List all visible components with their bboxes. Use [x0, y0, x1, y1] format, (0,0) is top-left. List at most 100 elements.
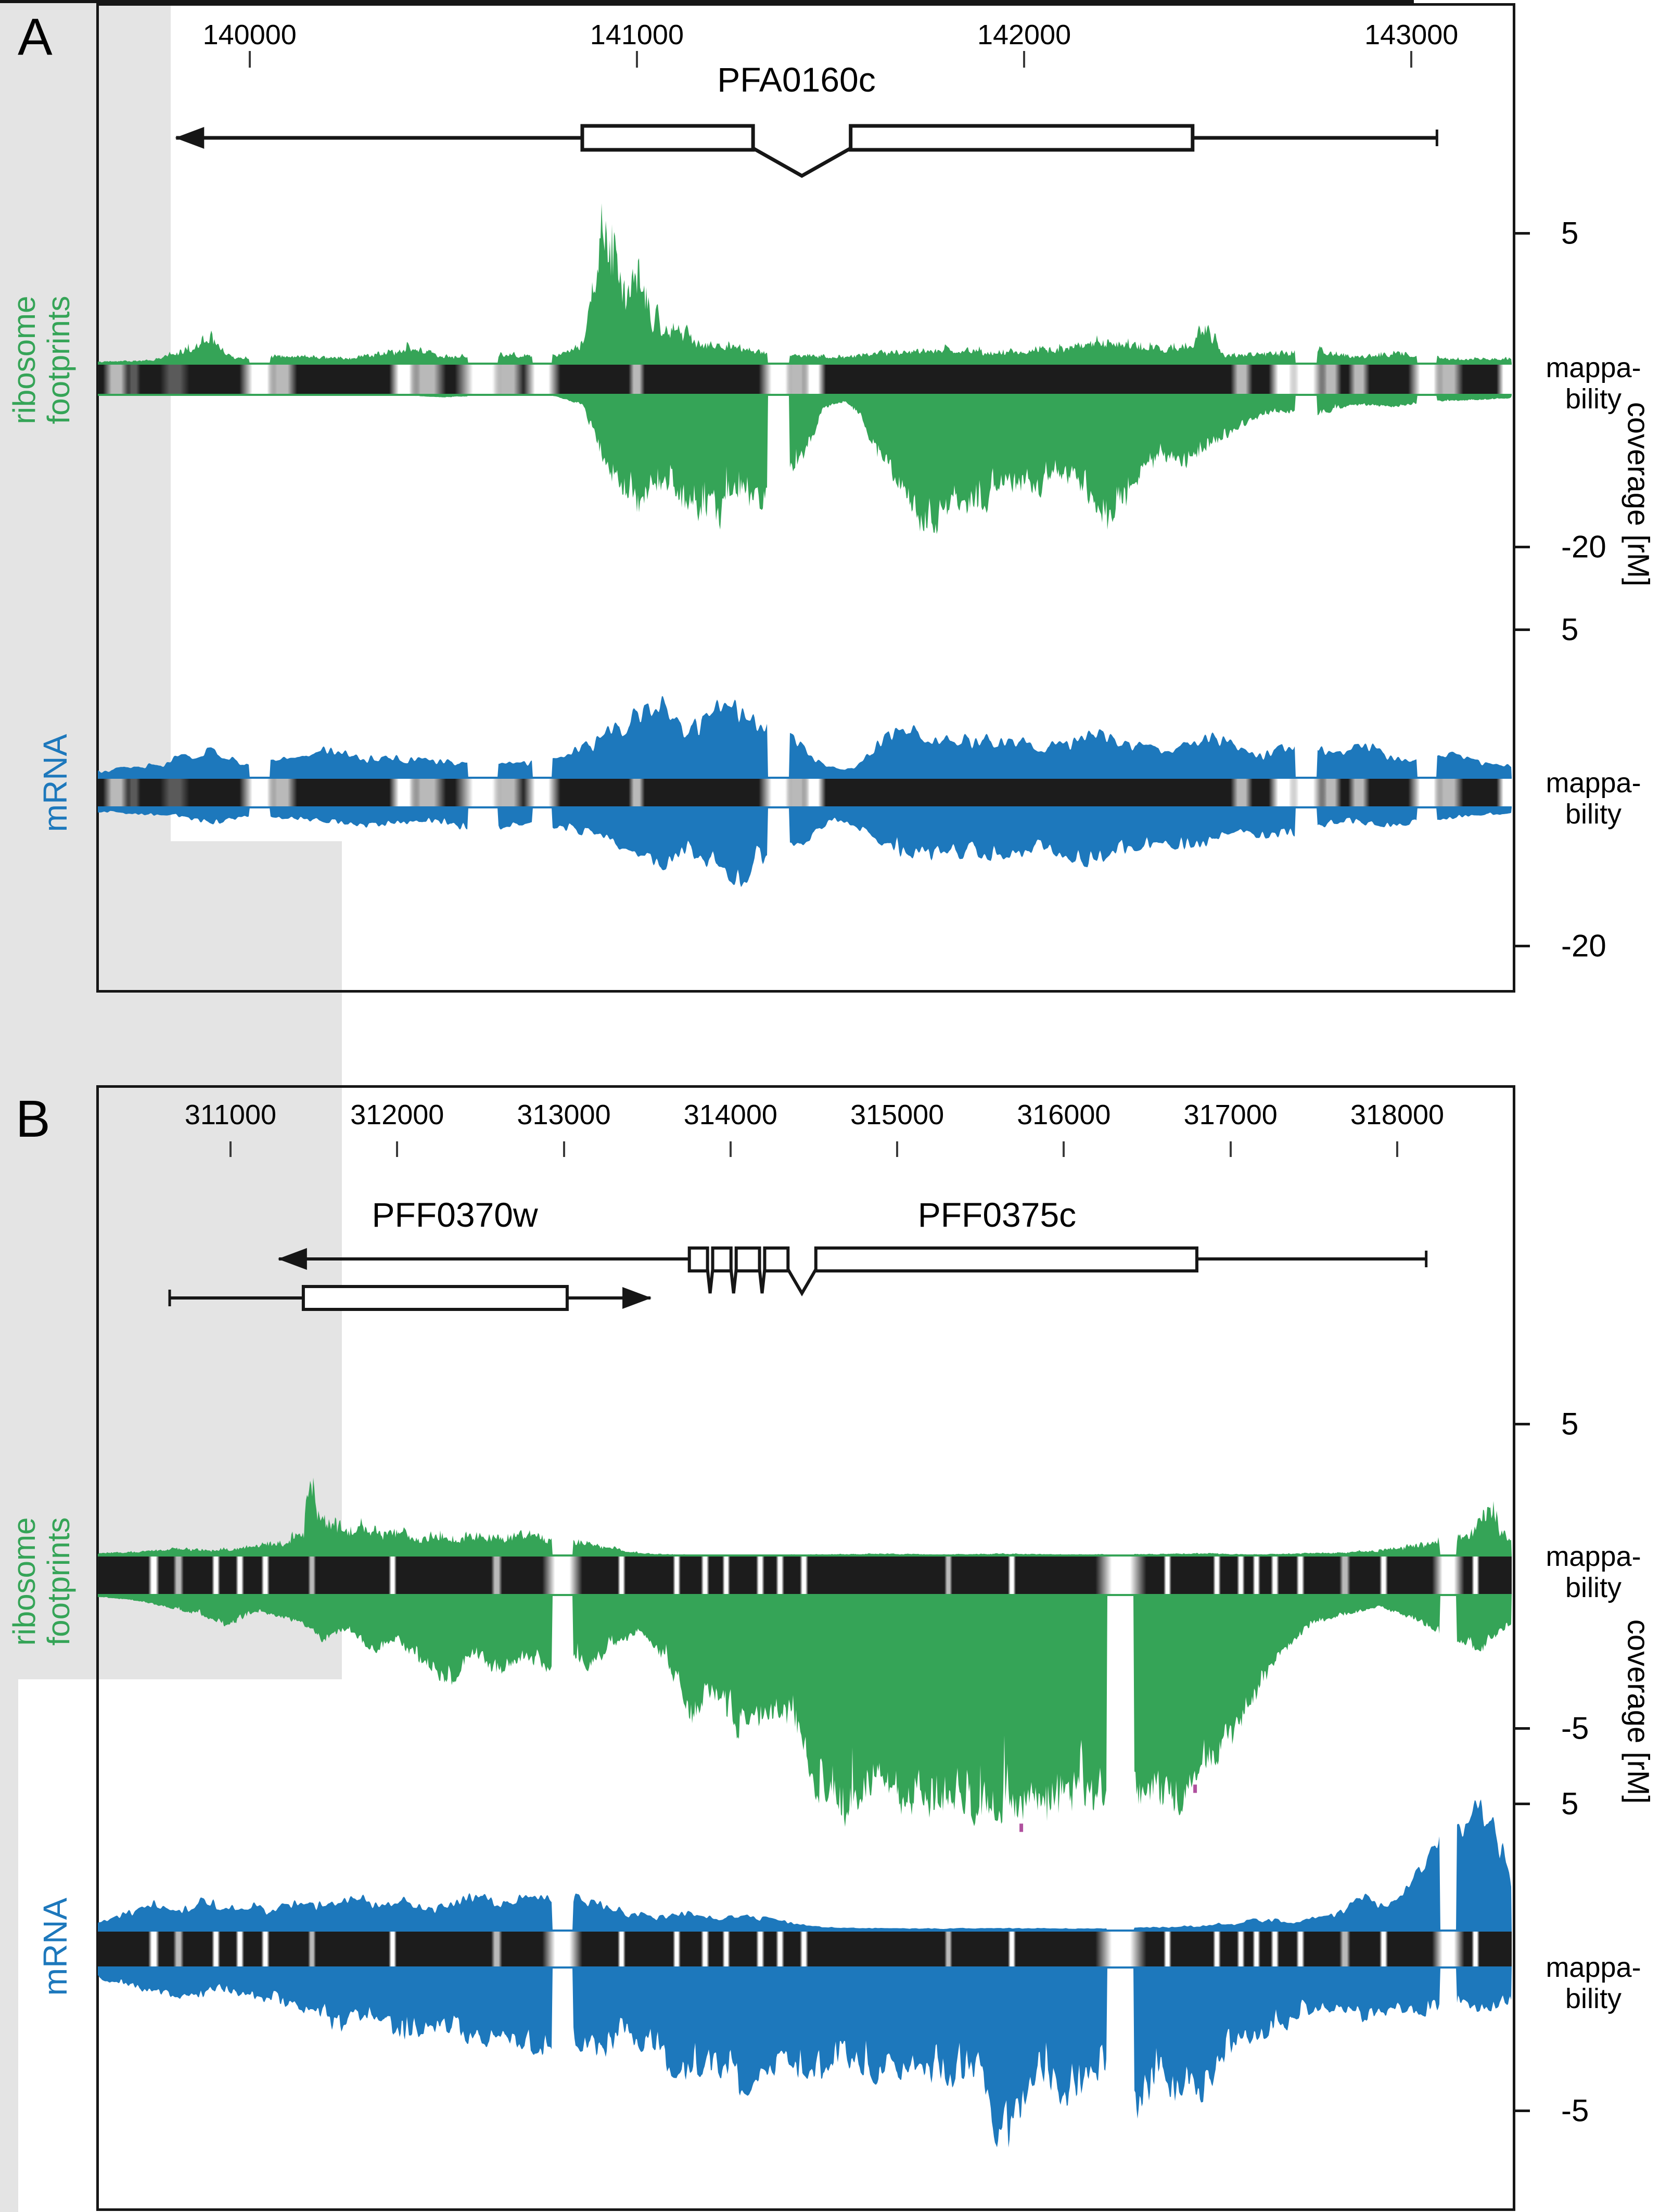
- mappability-gap: [308, 1557, 316, 1594]
- mappability-gap: [491, 1932, 502, 1966]
- mappability-gap: [1320, 779, 1342, 806]
- panel-a-letter: A: [18, 8, 53, 66]
- x-tick-label: 318000: [1350, 1099, 1445, 1130]
- mappability-gap: [267, 779, 297, 806]
- y-tick-dash: [1513, 1803, 1530, 1805]
- mappability-gap: [173, 1932, 184, 1966]
- mappability-gap: [1471, 1932, 1480, 1966]
- mappability-gap: [628, 365, 645, 394]
- mappability-gap: [1271, 1932, 1279, 1966]
- mrna-label-b: mRNA: [36, 1897, 74, 1996]
- mappability-axis-line: bility: [1565, 1572, 1622, 1603]
- coverage-mRNA-minus: [98, 1967, 1512, 2148]
- mappability-gap: [1339, 1932, 1350, 1966]
- mappability-axis-line: bility: [1565, 383, 1622, 415]
- mappability-gap: [1380, 1557, 1388, 1594]
- mappability-bar-ribosome-footprints: [98, 363, 1512, 396]
- y-tick-dash: [1513, 1727, 1530, 1730]
- panel-B-frame: [96, 1085, 1515, 2211]
- mappability-gap: [261, 1557, 270, 1594]
- x-tick-label: 143000: [1364, 19, 1459, 50]
- coverage-mRNA-plus: [98, 696, 1512, 778]
- x-tick-mark: [229, 1141, 232, 1157]
- x-tick-mark: [635, 51, 638, 68]
- gene-name-PFA0160c: PFA0160c: [717, 60, 876, 99]
- gene-intron: [706, 1269, 714, 1294]
- mappability-gap: [701, 1557, 709, 1594]
- mappability-gap: [617, 1557, 626, 1594]
- mappability-gap: [491, 779, 524, 806]
- x-tick-label: 317000: [1183, 1099, 1278, 1130]
- y-tick-label: -5: [1561, 2093, 1589, 2128]
- x-tick-label: 315000: [850, 1099, 944, 1130]
- mappability-gap: [542, 1557, 583, 1594]
- mappability-gap: [1231, 779, 1253, 806]
- mappability-gap: [672, 1557, 681, 1594]
- gene-exon-box: [814, 1246, 1198, 1272]
- y-tick-dash: [1513, 1423, 1530, 1425]
- y-tick-label: 5: [1561, 215, 1579, 251]
- mappability-gap: [267, 365, 297, 394]
- mappability-gap: [1236, 1932, 1245, 1966]
- mappability-gap: [148, 1932, 159, 1966]
- y-tick-dash: [1513, 945, 1530, 947]
- x-tick-mark: [1410, 51, 1413, 68]
- gene-intron: [758, 1269, 767, 1294]
- mappability-gap: [1163, 1557, 1172, 1594]
- mappability-gap: [542, 1932, 583, 1966]
- mappability-gap: [160, 779, 190, 806]
- mappability-gap: [1380, 1932, 1388, 1966]
- y-tick-label: 5: [1561, 612, 1579, 647]
- mappability-gap: [1471, 1557, 1480, 1594]
- mappability-bar-mRNA: [98, 1930, 1512, 1969]
- coverage-ribosome-footprints-minus: [98, 1595, 1512, 1827]
- ribosome-footprints-line2: footprints: [41, 1517, 76, 1646]
- ribosome-footprints-line2: footprints: [41, 295, 76, 425]
- mappability-gap: [1285, 365, 1326, 394]
- gene-arrowhead-left: [277, 1248, 307, 1270]
- exon-shaded-band: [0, 3, 171, 841]
- x-tick-label: 313000: [517, 1099, 611, 1130]
- x-tick-label: 140000: [202, 19, 297, 50]
- x-tick-mark: [1229, 1141, 1232, 1157]
- gene-arrowhead-left: [175, 127, 205, 149]
- y-tick-label: 5: [1561, 1406, 1579, 1442]
- mappability-gap: [127, 779, 141, 806]
- mappability-bar-ribosome-footprints: [98, 1554, 1512, 1596]
- mappability-gap: [776, 1557, 784, 1594]
- mappability-bar-mRNA: [98, 777, 1512, 808]
- mappability-gap: [1432, 1557, 1464, 1594]
- mappability-gap: [756, 1557, 764, 1594]
- mappability-gap: [491, 1557, 502, 1594]
- ribosome-footprints-line1: ribosome: [7, 1517, 42, 1646]
- mappability-gap: [1434, 779, 1464, 806]
- ribosome-footprints-label-b: ribosome footprints: [7, 1517, 76, 1646]
- mappability-gap: [672, 1932, 681, 1966]
- mappability-gap: [1497, 365, 1512, 394]
- mappability-gap: [388, 1557, 397, 1594]
- y-tick-label: -20: [1561, 529, 1606, 564]
- y-tick-label: -20: [1561, 928, 1606, 963]
- panel-b-letter: B: [16, 1090, 50, 1148]
- gene-exon-box: [734, 1246, 761, 1272]
- x-tick-mark: [1396, 1141, 1398, 1157]
- mappability-gap: [1296, 1932, 1305, 1966]
- x-tick-mark: [1063, 1141, 1065, 1157]
- mappability-gap: [1212, 1557, 1221, 1594]
- mappability-gap: [103, 779, 130, 806]
- mappability-gap: [1007, 1557, 1016, 1594]
- mappability-gap: [173, 1557, 184, 1594]
- y-tick-dash: [1513, 628, 1530, 631]
- x-tick-mark: [563, 1141, 565, 1157]
- panel-A-plot: [98, 124, 1512, 888]
- ribosome-footprints-line1: ribosome: [7, 295, 42, 425]
- mappability-axis-label: mappa-bility: [1546, 352, 1641, 415]
- coverage-ribosome-footprints-plus: [98, 203, 1512, 364]
- y-tick-dash: [1513, 232, 1530, 235]
- mappability-gap: [617, 1932, 626, 1966]
- mrna-label-a: mRNA: [36, 734, 74, 832]
- coverage-mRNA-plus: [98, 1799, 1512, 1931]
- coverage-mRNA-minus: [98, 807, 1512, 888]
- gene-exon-box: [711, 1246, 733, 1272]
